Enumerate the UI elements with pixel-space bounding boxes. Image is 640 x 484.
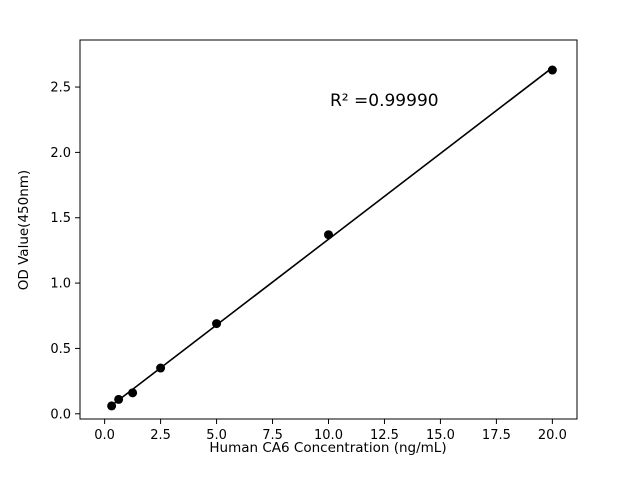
plot-area-border (79, 39, 578, 420)
x-tick-label: 20.0 (538, 428, 567, 443)
x-tick-label: 12.5 (370, 428, 399, 443)
y-axis-label: OD Value(450nm) (16, 170, 32, 290)
x-tick-label: 15.0 (426, 428, 455, 443)
y-tick-label: 1.5 (50, 211, 71, 226)
data-point (324, 230, 333, 240)
x-tick-label: 10.0 (314, 428, 343, 443)
data-point (128, 388, 138, 398)
x-axis-label: Human CA6 Concentration (ng/mL) (209, 440, 446, 456)
y-tick-label: 2.0 (50, 146, 71, 161)
data-point (547, 65, 557, 75)
r-squared-annotation: R² =0.99990 (330, 91, 439, 111)
data-point (156, 363, 166, 373)
x-tick-label: 0.0 (94, 428, 115, 443)
y-tick-label: 1.0 (50, 277, 71, 292)
x-tick-label: 7.5 (262, 428, 283, 443)
x-tick-label: 17.5 (482, 428, 511, 443)
y-tick-label: 0.5 (50, 342, 71, 357)
y-tick-label: 0.0 (50, 407, 71, 422)
y-tick-label: 2.5 (50, 81, 71, 96)
data-point (212, 319, 222, 329)
x-tick-label: 5.0 (206, 428, 227, 443)
x-tick-label: 2.5 (150, 428, 171, 443)
data-point (107, 401, 117, 411)
data-points (107, 65, 557, 411)
y-axis-ticks: 0.0 0.5 1.0 1.5 2.0 2.5 (50, 81, 80, 422)
x-axis-ticks: 0.0 2.5 5.0 7.5 10.0 12.5 15.0 17.5 20.0 (94, 419, 567, 443)
data-point (114, 394, 124, 404)
